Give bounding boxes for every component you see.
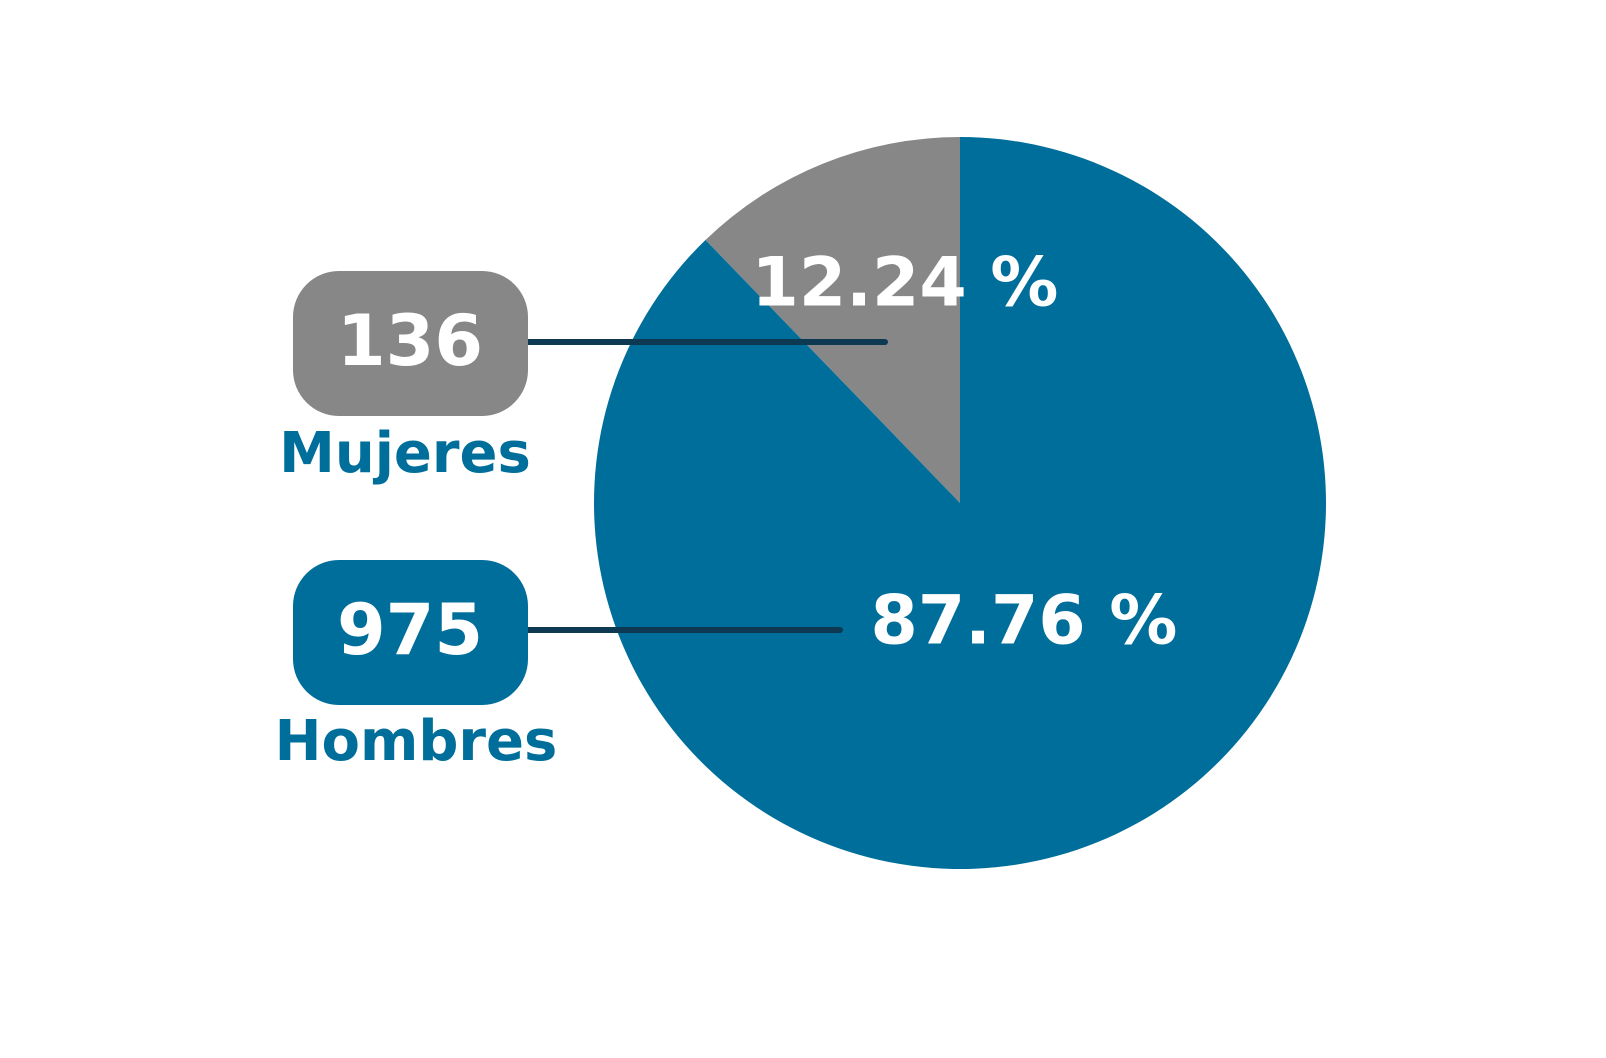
count-label: 136 [337, 300, 483, 382]
legend-label: Mujeres [279, 421, 531, 486]
pie-slice [594, 137, 1326, 869]
count-box [293, 271, 528, 416]
pie-slice [705, 137, 960, 503]
count-box [293, 560, 528, 705]
legend-label: Hombres [275, 709, 558, 774]
count-label: 975 [337, 589, 483, 671]
value-label: 12.24 % [752, 244, 1059, 323]
value-label: 87.76 % [871, 582, 1178, 661]
